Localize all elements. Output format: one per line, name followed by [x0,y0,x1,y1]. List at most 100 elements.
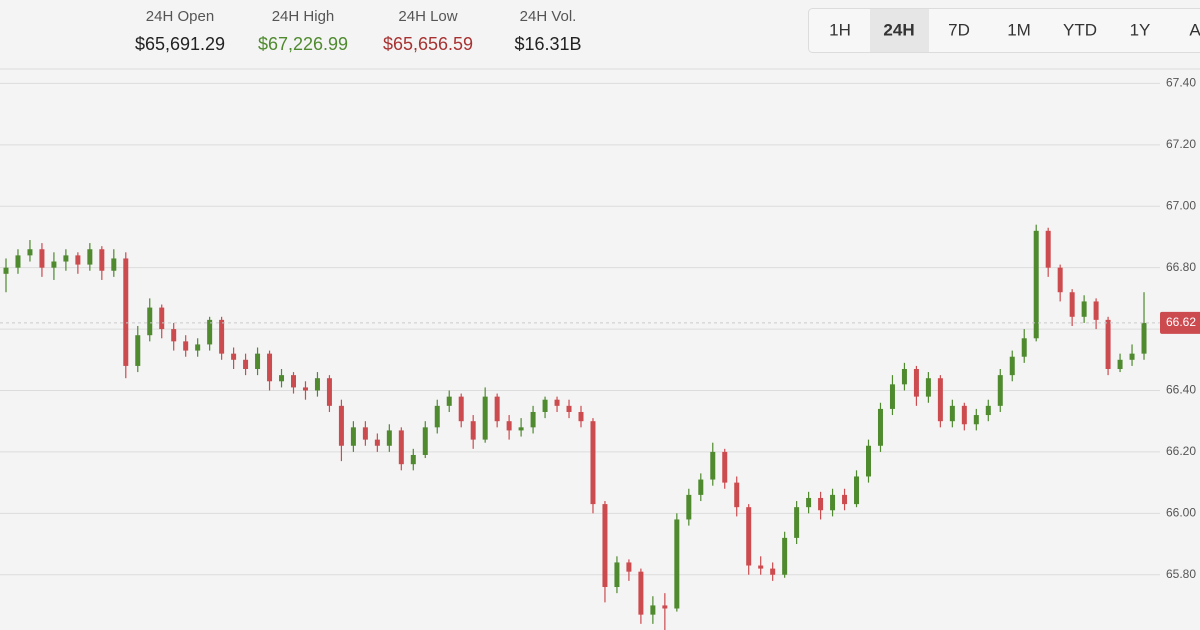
candle-body [1129,353,1135,360]
candle-body [638,571,644,615]
candle-body [973,415,979,425]
candle-body [3,267,9,274]
candle-body [770,568,776,575]
candle-body [255,353,261,369]
timeframe-button[interactable]: 1M [1007,20,1031,39]
y-tick-label: 67.20 [1166,137,1196,151]
stat-label: 24H Low [398,8,457,25]
candle-body [422,427,428,455]
candle-body [626,562,632,572]
candle-body [123,258,129,366]
candle-body [889,384,895,409]
candle-body [1117,359,1123,369]
candle-body [985,405,991,416]
candle-body [925,378,931,397]
stat-label: 24H Open [146,8,214,25]
candle-body [997,375,1003,406]
candle-body [195,344,201,351]
candle-body [578,411,584,422]
y-tick-label: 66.40 [1166,383,1196,397]
candle-body [842,494,848,505]
candle-body [338,405,344,446]
candle-body [674,519,680,609]
candle-body [614,562,620,588]
candle-body [135,335,141,366]
timeframe-selected[interactable] [870,9,929,52]
candle-body [1141,322,1147,354]
candle-body [866,445,871,477]
candle-body [782,537,788,575]
candle-body [75,255,81,265]
candle-body [171,329,177,342]
candle-body [794,507,800,538]
candle-body [758,565,764,569]
candle-body [350,427,356,446]
candle-body [15,255,21,268]
y-tick-label: 67.40 [1166,76,1196,90]
y-tick-label: 65.80 [1166,567,1196,581]
candle-body [818,497,824,511]
candle-body [207,319,213,345]
candle-body [362,427,368,440]
candle-body [1105,319,1111,369]
candle-body [1057,267,1063,293]
timeframe-button[interactable]: 1Y [1130,20,1151,39]
candle-body [722,451,728,483]
candle-body [159,307,165,330]
candle-body [1081,301,1087,317]
stat-label: 24H Vol. [520,8,577,25]
candle-body [901,368,907,385]
candle-body [470,421,476,440]
candle-body [147,307,153,336]
candle-body [854,476,860,505]
timeframe-button[interactable]: 7D [948,20,970,39]
plot-area: 65.8066.0066.2066.4066.6066.8067.0067.20… [0,76,1200,630]
candle-body [830,494,836,511]
timeframe-button[interactable]: 1H [829,20,851,39]
candle-body [267,353,273,382]
candle-body [87,249,93,265]
candle-body [99,249,105,271]
candle-body [1093,301,1099,320]
candle-body [877,408,883,446]
candle-body [542,399,548,412]
candle-body [386,430,392,446]
last-price-label: 66.62 [1166,315,1196,329]
candle-body [506,421,512,431]
candle-body [494,396,500,422]
candle-body [398,430,404,465]
timeframe-button[interactable]: A [1189,20,1200,39]
candle-body [39,249,45,268]
y-tick-label: 66.20 [1166,444,1196,458]
candle-body [698,479,704,495]
stat-label: 24H High [272,8,335,25]
candle-body [949,405,955,422]
candle-body [937,378,943,422]
candle-body [374,439,380,446]
candle-body [1021,338,1027,357]
candle-body [326,378,332,406]
stat-value: $65,656.59 [383,34,473,54]
candle-body [1009,356,1015,376]
stat-value: $16.31B [514,34,581,54]
candle-body [662,605,668,609]
candle-body [734,482,740,508]
y-tick-label: 66.80 [1166,260,1196,274]
last-price-tag [1160,311,1200,334]
candle-body [410,454,416,465]
candle-body [710,451,716,480]
timeframe-button[interactable]: YTD [1063,20,1097,39]
candle-body [1045,230,1051,268]
candle-body [458,396,464,422]
candle-body [961,405,967,425]
stat-value: $65,691.29 [135,34,225,54]
candle-body [219,319,225,354]
candle-body [518,427,524,431]
candle-body [434,405,440,428]
candle-body [530,411,536,428]
candle-body [482,396,488,440]
candle-body [63,255,69,262]
timeframe-button[interactable]: 24H [883,20,914,39]
